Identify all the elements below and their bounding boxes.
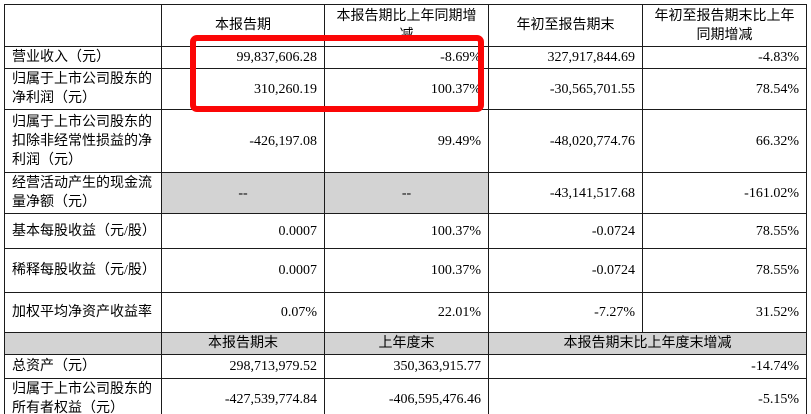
table-row-operating-cash-flow: 经营活动产生的现金流量净额（元） -- -- -43,141,517.68 -1… (4, 172, 807, 214)
cell-ytd: -30,565,701.55 (488, 68, 643, 110)
cell-period-end: -427,539,774.84 (161, 378, 325, 414)
cell-ytd: -7.27% (488, 292, 643, 333)
cell-ytd: -48,020,774.76 (488, 109, 643, 173)
header-current-period: 本报告期 (161, 4, 325, 47)
cell-ytd-yoy-change: -4.83% (642, 46, 807, 69)
row-label: 归属于上市公司股东的净利润（元） (4, 68, 162, 110)
quarterly-report-table: 本报告期 本报告期比上年同期增减 年初至报告期末 年初至报告期末比上年同期增减 … (4, 4, 807, 414)
table-row-total-assets: 总资产（元） 298,713,979.52 350,363,915.77 -14… (4, 354, 807, 379)
cell-ytd-yoy-change: 78.54% (642, 68, 807, 110)
cell-yoy-change: 100.37% (324, 248, 489, 293)
row-label: 加权平均净资产收益率 (4, 292, 162, 333)
cell-change-vs-prior-year-end: -5.15% (488, 378, 807, 414)
cell-ytd: 327,917,844.69 (488, 46, 643, 69)
table-row-equity: 归属于上市公司股东的所有者权益（元） -427,539,774.84 -406,… (4, 378, 807, 414)
header-current-period-yoy: 本报告期比上年同期增减 (324, 4, 489, 47)
row-label: 经营活动产生的现金流量净额（元） (4, 172, 162, 214)
cell-prior-year-end: 350,363,915.77 (324, 354, 489, 379)
cell-yoy-change: 99.49% (324, 109, 489, 173)
table-row-net-profit-excl-nonrecurring: 归属于上市公司股东的扣除非经常性损益的净利润（元） -426,197.08 99… (4, 109, 807, 173)
bottom-header-row: 本报告期末 上年度末 本报告期末比上年度末增减 (4, 332, 807, 355)
cell-period-end: 298,713,979.52 (161, 354, 325, 379)
cell-ytd-yoy-change: -161.02% (642, 172, 807, 214)
header-ytd: 年初至报告期末 (488, 4, 643, 47)
cell-current-period: -426,197.08 (161, 109, 325, 173)
cell-current-period: 0.07% (161, 292, 325, 333)
cell-ytd: -0.0724 (488, 248, 643, 293)
cell-yoy-change: 100.37% (324, 213, 489, 249)
header-ytd-yoy: 年初至报告期末比上年同期增减 (642, 4, 807, 47)
cell-ytd-yoy-change: 31.52% (642, 292, 807, 333)
table-row-diluted-eps: 稀释每股收益（元/股） 0.0007 100.37% -0.0724 78.55… (4, 248, 807, 293)
cell-current-period: 0.0007 (161, 248, 325, 293)
cell-ytd-yoy-change: 66.32% (642, 109, 807, 173)
header-period-end-vs-prior-year-end: 本报告期末比上年度末增减 (488, 332, 807, 355)
row-label: 稀释每股收益（元/股） (4, 248, 162, 293)
cell-change-vs-prior-year-end: -14.74% (488, 354, 807, 379)
row-label: 归属于上市公司股东的扣除非经常性损益的净利润（元） (4, 109, 162, 173)
cell-yoy-change: -8.69% (324, 46, 489, 69)
table-row-basic-eps: 基本每股收益（元/股） 0.0007 100.37% -0.0724 78.55… (4, 213, 807, 249)
row-label: 总资产（元） (4, 354, 162, 379)
table-row-net-profit: 归属于上市公司股东的净利润（元） 310,260.19 100.37% -30,… (4, 68, 807, 110)
cell-current-period: 310,260.19 (161, 68, 325, 110)
cell-current-period: 0.0007 (161, 213, 325, 249)
cell-ytd: -0.0724 (488, 213, 643, 249)
cell-yoy-change: -- (324, 172, 489, 214)
header-prior-year-end: 上年度末 (324, 332, 489, 355)
cell-ytd-yoy-change: 78.55% (642, 213, 807, 249)
table-row-revenue: 营业收入（元） 99,837,606.28 -8.69% 327,917,844… (4, 46, 807, 69)
bottom-header-blank-cell (4, 332, 162, 355)
cell-yoy-change: 100.37% (324, 68, 489, 110)
table-row-weighted-avg-roe: 加权平均净资产收益率 0.07% 22.01% -7.27% 31.52% (4, 292, 807, 333)
top-header-row: 本报告期 本报告期比上年同期增减 年初至报告期末 年初至报告期末比上年同期增减 (4, 4, 807, 47)
header-blank-cell (4, 4, 162, 47)
cell-prior-year-end: -406,595,476.46 (324, 378, 489, 414)
row-label: 基本每股收益（元/股） (4, 213, 162, 249)
cell-ytd: -43,141,517.68 (488, 172, 643, 214)
row-label: 归属于上市公司股东的所有者权益（元） (4, 378, 162, 414)
cell-current-period: 99,837,606.28 (161, 46, 325, 69)
header-period-end: 本报告期末 (161, 332, 325, 355)
cell-ytd-yoy-change: 78.55% (642, 248, 807, 293)
row-label: 营业收入（元） (4, 46, 162, 69)
cell-current-period: -- (161, 172, 325, 214)
cell-yoy-change: 22.01% (324, 292, 489, 333)
